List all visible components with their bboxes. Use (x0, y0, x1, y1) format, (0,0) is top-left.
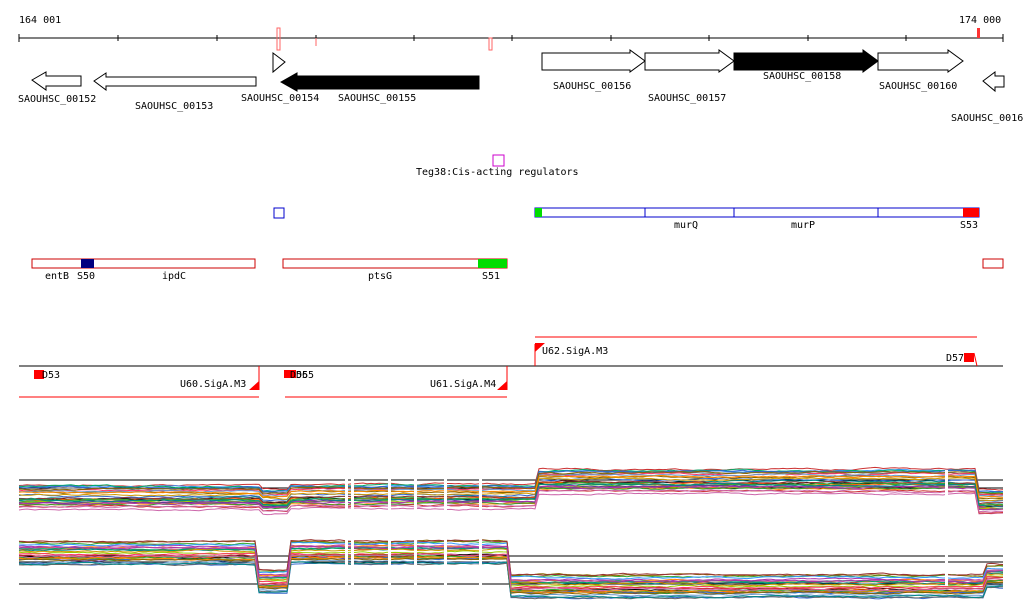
operon-label: murP (791, 220, 815, 231)
operon-track-red: entB S50 ipdC ptsG S51 (31, 258, 1004, 282)
terminator-label: D55 (296, 370, 314, 381)
gene-arrow[interactable]: SAOUHSC_00158 (733, 49, 879, 82)
operon-marker[interactable] (273, 207, 285, 219)
gene-arrow[interactable]: SAOUHSC_00160 (877, 49, 964, 92)
promoter-track: U62.SigA.M3 D57 D53 U60.SigA.M3 D56 D55 … (19, 336, 1003, 398)
operon-bar[interactable] (982, 258, 1004, 269)
coordinate-axis: 164 001 174 000 (18, 15, 1004, 51)
axis-marker (276, 27, 281, 51)
expression-trace (18, 482, 1004, 507)
operon-bar[interactable] (282, 258, 508, 269)
gene-label: SAOUHSC_00153 (135, 101, 213, 112)
gene-label: SAOUHSC_00152 (18, 94, 96, 105)
gene-arrow[interactable]: SAOUHSC_00153 (93, 72, 257, 112)
expression-trace (18, 545, 1004, 584)
operon-bar[interactable] (31, 258, 256, 269)
gene-label: SAOUHSC_00154 (241, 93, 319, 104)
promoter-marker[interactable]: U61.SigA.M4 (430, 366, 508, 390)
regulator-feature[interactable]: Teg38:Cis-acting regulators (416, 154, 579, 178)
gene-label: SAOUHSC_00156 (553, 81, 631, 92)
expression-trace (18, 477, 1004, 502)
expression-trace (18, 469, 1004, 493)
gene-arrow[interactable]: SAOUHSC_00156 (541, 49, 646, 92)
promoter-label: U60.SigA.M3 (180, 379, 246, 390)
operon-track-blue: murQ murP S53 (273, 207, 980, 231)
promoter-marker[interactable]: U62.SigA.M3 (534, 343, 608, 366)
gene-label: SAOUHSC_00155 (338, 93, 416, 104)
gene-label: SAOUHSC_00157 (648, 93, 726, 104)
axis-marker (488, 37, 493, 51)
axis-start-label: 164 001 (19, 15, 61, 26)
gene-arrow[interactable]: SAOUHSC_0016 (951, 71, 1023, 124)
expression-trace (18, 488, 1004, 513)
expression-track-lower (18, 530, 1004, 600)
operon-label: entB (45, 271, 69, 282)
promoter-label: U62.SigA.M3 (542, 346, 608, 357)
terminator-marker[interactable]: D53 (34, 370, 60, 381)
terminator-label: D57 (946, 353, 964, 364)
axis-end-label: 174 000 (959, 15, 1001, 26)
operon-bar[interactable] (534, 207, 980, 218)
terminator-marker[interactable]: D57 (946, 352, 978, 367)
expression-trace (18, 491, 1004, 516)
gene-arrow[interactable]: SAOUHSC_00154 (241, 52, 319, 104)
expression-trace (18, 476, 1004, 502)
operon-label: ipdC (162, 271, 186, 282)
terminator-label: D56 (290, 370, 308, 381)
expression-trace (18, 539, 1004, 577)
gene-arrow[interactable]: SAOUHSC_00157 (644, 49, 735, 104)
promoter-marker[interactable]: U60.SigA.M3 (180, 366, 260, 390)
operon-label: ptsG (368, 271, 392, 282)
terminator-label: D53 (42, 370, 60, 381)
expression-trace (18, 557, 1004, 595)
promoter-label: U61.SigA.M4 (430, 379, 496, 390)
operon-label: S51 (482, 271, 500, 282)
expression-trace (18, 485, 1004, 511)
gene-label: SAOUHSC_0016 (951, 113, 1023, 124)
expression-trace (18, 561, 1004, 599)
gene-track: SAOUHSC_00152 SAOUHSC_00153 SAOUHSC_0015… (18, 49, 1023, 124)
expression-trace (18, 473, 1004, 497)
expression-trace (18, 481, 1004, 506)
expression-trace (18, 475, 1004, 498)
expression-trace (18, 470, 1004, 495)
gene-arrow[interactable]: SAOUHSC_00155 (279, 72, 480, 104)
operon-label: S50 (77, 271, 95, 282)
terminator-marker[interactable]: D56 D55 (284, 370, 314, 381)
expression-trace (18, 548, 1004, 587)
gene-label: SAOUHSC_00158 (763, 71, 841, 82)
gene-arrow[interactable]: SAOUHSC_00152 (18, 71, 96, 105)
gene-label: SAOUHSC_00160 (879, 81, 957, 92)
regulator-label: Teg38:Cis-acting regulators (416, 167, 579, 178)
operon-label: S53 (960, 220, 978, 231)
operon-label: murQ (674, 220, 698, 231)
axis-marker (977, 28, 980, 38)
expression-trace (18, 553, 1004, 592)
expression-trace (18, 561, 1004, 600)
expression-track-upper (18, 466, 1004, 516)
